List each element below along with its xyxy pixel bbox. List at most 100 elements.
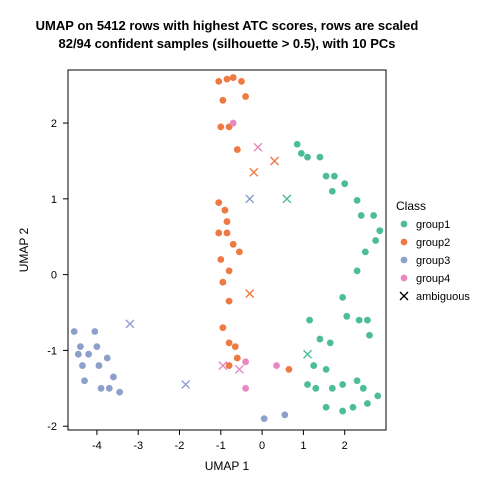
data-point (317, 336, 324, 343)
x-tick-label: 1 (300, 440, 306, 452)
data-point (219, 279, 226, 286)
data-point (110, 374, 117, 381)
data-point (329, 385, 336, 392)
umap-scatter-chart: UMAP on 5412 rows with highest ATC score… (0, 0, 504, 504)
data-point (304, 381, 311, 388)
data-point (306, 317, 313, 324)
data-point (219, 324, 226, 331)
data-point (226, 267, 233, 274)
data-point (219, 97, 226, 104)
data-point (376, 227, 383, 234)
data-point (75, 351, 82, 358)
data-point (298, 150, 305, 157)
legend-label: group2 (416, 237, 450, 249)
x-tick-label: -4 (92, 440, 102, 452)
data-point (217, 123, 224, 130)
data-point (224, 218, 231, 225)
data-point (234, 146, 241, 153)
legend-label: group3 (416, 255, 450, 267)
data-point (226, 362, 233, 369)
x-tick-label: 2 (342, 440, 348, 452)
y-tick-label: -2 (47, 421, 57, 433)
y-tick-label: -1 (47, 345, 57, 357)
data-point (323, 366, 330, 373)
data-point (294, 141, 301, 148)
data-point (215, 199, 222, 206)
data-point (329, 188, 336, 195)
data-point (362, 248, 369, 255)
data-point (374, 392, 381, 399)
data-point (236, 248, 243, 255)
legend-label: group1 (416, 219, 450, 231)
legend-swatch (401, 221, 408, 228)
data-point (286, 366, 293, 373)
data-point (226, 339, 233, 346)
x-tick-label: -2 (175, 440, 185, 452)
data-point (323, 404, 330, 411)
data-point (312, 385, 319, 392)
y-tick-label: 2 (51, 118, 57, 130)
legend-label: ambiguous (416, 291, 470, 303)
data-point (215, 78, 222, 85)
data-point (79, 362, 86, 369)
data-point (242, 385, 249, 392)
data-point (350, 404, 357, 411)
data-point (116, 389, 123, 396)
data-point (356, 317, 363, 324)
data-point (104, 355, 111, 362)
data-point (81, 377, 88, 384)
data-point (71, 328, 78, 335)
data-point (281, 411, 288, 418)
data-point (358, 212, 365, 219)
data-point (96, 362, 103, 369)
x-tick-label: 0 (259, 440, 265, 452)
data-point (91, 328, 98, 335)
data-point (234, 355, 241, 362)
data-point (273, 362, 280, 369)
data-point (317, 154, 324, 161)
legend-swatch (401, 239, 408, 246)
data-point (327, 339, 334, 346)
data-point (339, 408, 346, 415)
y-axis-label: UMAP 2 (17, 227, 31, 272)
data-point (304, 154, 311, 161)
data-point (224, 76, 231, 83)
x-tick-label: -3 (133, 440, 143, 452)
data-point (354, 197, 361, 204)
data-point (339, 294, 346, 301)
data-point (85, 351, 92, 358)
data-point (343, 313, 350, 320)
data-point (261, 415, 268, 422)
data-point (354, 377, 361, 384)
x-tick-label: -1 (216, 440, 226, 452)
data-point (310, 362, 317, 369)
data-point (370, 212, 377, 219)
data-point (94, 343, 101, 350)
y-tick-label: 0 (51, 270, 57, 282)
data-point (242, 358, 249, 365)
data-point (323, 173, 330, 180)
x-axis-label: UMAP 1 (205, 459, 250, 473)
data-point (77, 343, 84, 350)
data-point (242, 93, 249, 100)
data-point (98, 385, 105, 392)
data-point (232, 343, 239, 350)
data-point (215, 230, 222, 237)
data-point (230, 241, 237, 248)
data-point (331, 173, 338, 180)
data-point (339, 381, 346, 388)
legend-swatch (401, 275, 408, 282)
data-point (106, 385, 113, 392)
data-point (360, 385, 367, 392)
data-point (224, 230, 231, 237)
data-point (226, 298, 233, 305)
legend-label: group4 (416, 273, 450, 285)
data-point (372, 237, 379, 244)
data-point (238, 78, 245, 85)
data-point (366, 332, 373, 339)
data-point (341, 180, 348, 187)
data-point (217, 256, 224, 263)
legend-title: Class (396, 199, 426, 213)
chart-title-line2: 82/94 confident samples (silhouette > 0.… (58, 36, 395, 51)
legend-swatch (401, 257, 408, 264)
